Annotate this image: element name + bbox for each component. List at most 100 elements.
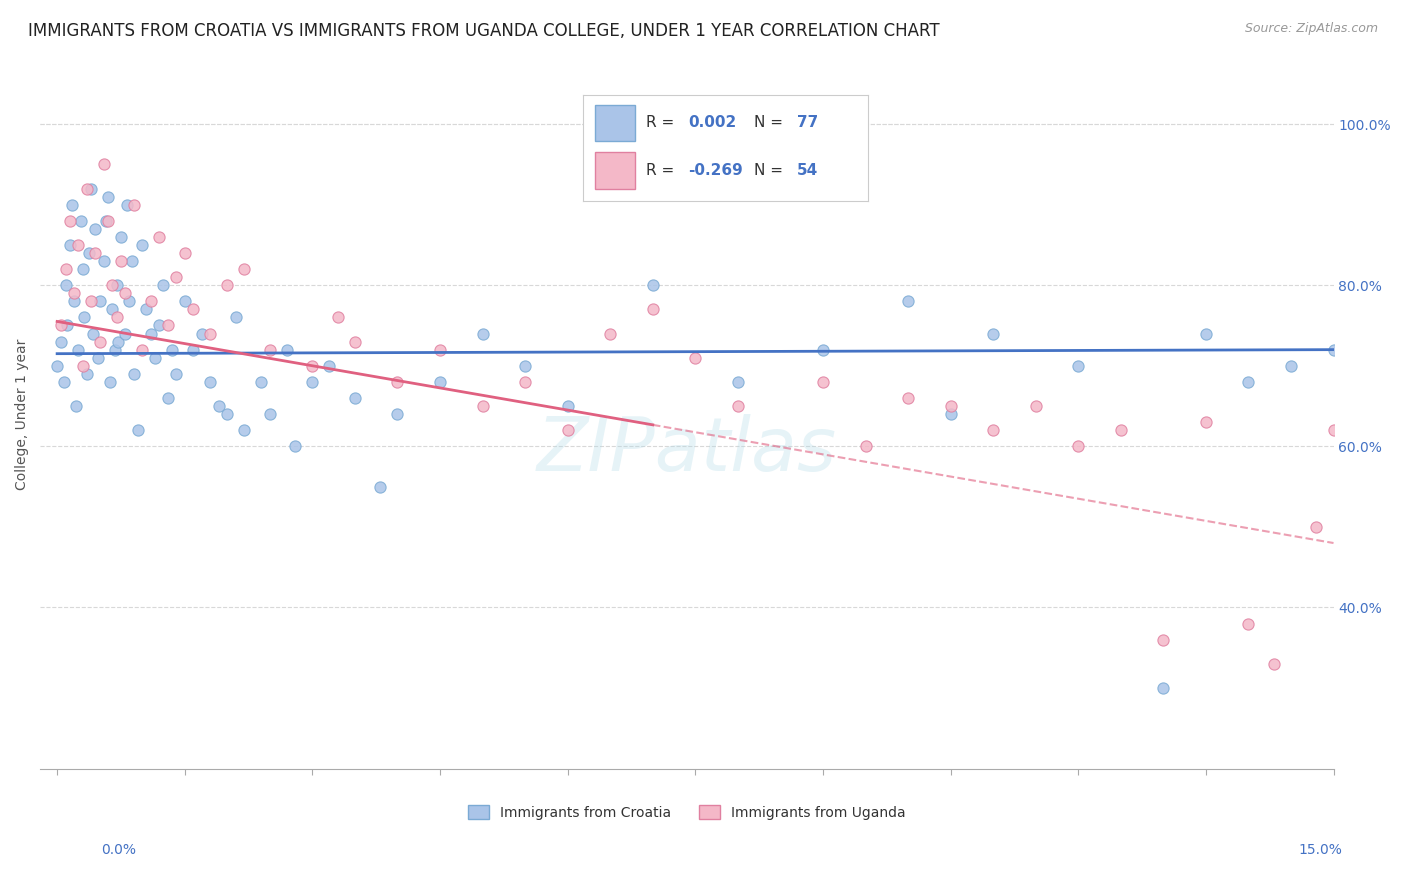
Point [225, 310, 247, 325]
Point [56, 318, 79, 333]
Point [301, 359, 323, 373]
Point [557, 423, 579, 437]
Point [80, 181, 103, 195]
Point [259, 343, 281, 357]
Point [370, 480, 392, 494]
Point [343, 391, 366, 405]
Point [89, 294, 111, 309]
Point [181, 343, 204, 357]
Point [217, 278, 239, 293]
Point [73, 310, 96, 325]
Point [471, 326, 494, 341]
Point [67, 343, 90, 357]
Point [276, 343, 298, 357]
Point [80, 294, 103, 309]
Point [513, 375, 536, 389]
Point [1195, 415, 1218, 429]
Point [72, 262, 94, 277]
Point [599, 326, 621, 341]
Point [301, 375, 323, 389]
Point [1322, 343, 1344, 357]
Point [82, 326, 104, 341]
Point [250, 375, 273, 389]
Point [1195, 326, 1218, 341]
Point [811, 375, 834, 389]
Point [326, 310, 349, 325]
Text: 15.0%: 15.0% [1299, 843, 1343, 857]
Point [1237, 616, 1260, 631]
Point [165, 270, 187, 285]
Point [685, 351, 707, 365]
Point [284, 439, 307, 453]
Point [110, 254, 132, 268]
Y-axis label: College, Under 1 year: College, Under 1 year [15, 338, 30, 490]
Point [63, 294, 86, 309]
Point [200, 326, 222, 341]
Legend: Immigrants from Croatia, Immigrants from Uganda: Immigrants from Croatia, Immigrants from… [463, 799, 911, 825]
Point [191, 326, 214, 341]
Point [104, 343, 127, 357]
Point [897, 391, 920, 405]
Point [981, 423, 1004, 437]
Point [143, 351, 166, 365]
Point [139, 326, 162, 341]
Point [51, 334, 73, 349]
Point [115, 197, 138, 211]
Point [72, 359, 94, 373]
Point [1322, 423, 1344, 437]
Point [118, 294, 141, 309]
Point [55, 262, 77, 277]
Point [1279, 359, 1302, 373]
Point [46, 359, 69, 373]
Point [1109, 423, 1132, 437]
Point [76, 181, 98, 195]
Point [165, 367, 187, 381]
Point [981, 326, 1004, 341]
Point [939, 399, 962, 413]
Point [387, 375, 409, 389]
Point [98, 375, 121, 389]
Point [127, 423, 149, 437]
Point [96, 213, 118, 227]
Point [63, 286, 86, 301]
Point [93, 157, 115, 171]
Point [811, 343, 834, 357]
Point [318, 359, 340, 373]
Point [70, 213, 93, 227]
Point [513, 359, 536, 373]
Point [727, 399, 749, 413]
Point [259, 407, 281, 421]
Point [1067, 359, 1090, 373]
Point [152, 278, 174, 293]
Point [101, 302, 124, 317]
Point [122, 197, 145, 211]
Point [107, 334, 129, 349]
Point [105, 278, 128, 293]
Point [1067, 439, 1090, 453]
Point [59, 213, 82, 227]
Point [84, 246, 107, 260]
Point [641, 278, 664, 293]
Point [139, 294, 162, 309]
Point [110, 230, 132, 244]
Point [939, 407, 962, 421]
Point [557, 399, 579, 413]
Text: IMMIGRANTS FROM CROATIA VS IMMIGRANTS FROM UGANDA COLLEGE, UNDER 1 YEAR CORRELAT: IMMIGRANTS FROM CROATIA VS IMMIGRANTS FR… [28, 22, 939, 40]
Point [156, 318, 179, 333]
Point [173, 294, 195, 309]
Point [122, 367, 145, 381]
Point [121, 254, 143, 268]
Point [114, 286, 136, 301]
Point [131, 343, 153, 357]
Point [93, 254, 115, 268]
Point [1152, 632, 1174, 647]
Point [55, 278, 77, 293]
Point [62, 197, 84, 211]
Point [114, 326, 136, 341]
Point [89, 334, 111, 349]
Point [1263, 657, 1285, 671]
Point [59, 238, 82, 252]
Point [84, 221, 107, 235]
Point [855, 439, 877, 453]
Point [105, 310, 128, 325]
